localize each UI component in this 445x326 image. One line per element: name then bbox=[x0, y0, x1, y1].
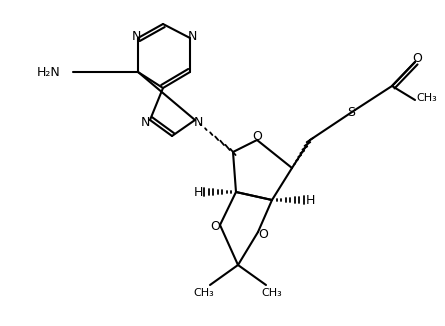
Text: H₂N: H₂N bbox=[37, 66, 61, 79]
Text: CH₃: CH₃ bbox=[262, 288, 283, 298]
Text: H: H bbox=[305, 194, 315, 206]
Text: O: O bbox=[412, 52, 422, 65]
Text: O: O bbox=[210, 220, 220, 233]
Text: N: N bbox=[187, 31, 197, 43]
Text: N: N bbox=[131, 31, 141, 43]
Text: CH₃: CH₃ bbox=[194, 288, 214, 298]
Text: S: S bbox=[347, 106, 355, 118]
Text: N: N bbox=[193, 115, 202, 128]
Text: H: H bbox=[193, 185, 202, 199]
Text: O: O bbox=[252, 129, 262, 142]
Text: N: N bbox=[140, 115, 150, 128]
Text: O: O bbox=[258, 228, 268, 241]
Text: CH₃: CH₃ bbox=[417, 93, 437, 103]
